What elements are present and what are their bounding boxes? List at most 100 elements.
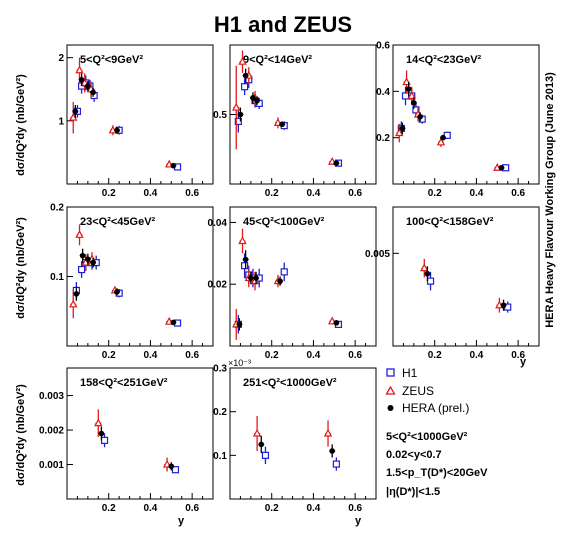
y-tick-label: 0.1 bbox=[213, 451, 227, 462]
y-tick-label: 0.02 bbox=[208, 280, 228, 291]
hera-point bbox=[333, 160, 340, 166]
y-tick-label: 0.002 bbox=[39, 426, 64, 437]
x-tick-label: 0.2 bbox=[428, 188, 442, 199]
x-tick-label: 0.4 bbox=[306, 188, 320, 199]
hera-point bbox=[90, 87, 97, 97]
hera-point bbox=[424, 266, 431, 282]
x-tick-label: 0.4 bbox=[469, 188, 483, 199]
hera-point bbox=[440, 134, 447, 141]
hera-point bbox=[84, 81, 91, 92]
hera-point bbox=[417, 112, 424, 122]
hera-point bbox=[84, 253, 91, 265]
panel-title: 45<Q²<100GeV² bbox=[243, 216, 325, 228]
x-axis-label-row2: y bbox=[520, 356, 527, 368]
hera-point bbox=[170, 162, 177, 169]
hera-point bbox=[72, 105, 79, 118]
x-tick-label: 0.2 bbox=[265, 188, 279, 199]
x-tick-label: 0.6 bbox=[185, 350, 199, 361]
hera-point bbox=[249, 92, 256, 104]
panel-6: 0.2 0.4 0.6 0.005 100<Q²<158GeV² bbox=[365, 206, 540, 361]
hera-point bbox=[333, 320, 340, 326]
x-tick-label: 0.6 bbox=[348, 503, 362, 514]
hera-point bbox=[500, 299, 507, 311]
h1-point bbox=[261, 446, 270, 465]
y-axis-label-row2: dσ/dQ²dy (nb/GeV²) bbox=[15, 217, 27, 319]
panel-title: 23<Q²<45GeV² bbox=[80, 216, 156, 228]
hera-point bbox=[329, 444, 336, 458]
hera-point bbox=[237, 107, 244, 122]
legend-hera-label: HERA (prel.) bbox=[402, 401, 469, 415]
conditions-block: 5<Q²<1000GeV² 0.02<y<0.7 1.5<p_T(D*)<20G… bbox=[386, 431, 488, 498]
x-tick-label: 0.4 bbox=[143, 350, 157, 361]
panel-title: 5<Q²<9GeV² bbox=[80, 54, 143, 66]
h1-point bbox=[171, 466, 180, 474]
h1-point bbox=[241, 78, 249, 96]
y-tick-label: 0.2 bbox=[376, 133, 390, 144]
hera-point bbox=[98, 426, 105, 441]
panel-title: 158<Q²<251GeV² bbox=[80, 377, 168, 389]
hera-point bbox=[114, 127, 121, 134]
panel-7: 0.2 0.4 0.6 0.001 0.002 0.003 158<Q²<251GeV² bbox=[39, 367, 214, 514]
y-exponent-label: ×10⁻³ bbox=[228, 358, 251, 368]
x-tick-label: 0.6 bbox=[185, 503, 199, 514]
zeus-point bbox=[94, 409, 103, 437]
x-tick-label: 0.2 bbox=[102, 503, 116, 514]
y-tick-label: 0.1 bbox=[50, 272, 64, 283]
hera-point bbox=[498, 164, 505, 171]
panel-4: 0.2 0.4 0.6 0.1 0.2 23<Q²<45GeV² bbox=[50, 203, 214, 361]
y-tick-label: 0.5 bbox=[213, 110, 227, 121]
zeus-point bbox=[395, 123, 404, 143]
hera-point bbox=[78, 73, 85, 87]
x-tick-label: 0.2 bbox=[265, 350, 279, 361]
zeus-point bbox=[238, 228, 247, 254]
hera-point bbox=[277, 276, 284, 286]
x-tick-label: 0.6 bbox=[511, 188, 525, 199]
panel-8: 0.2 0.4 0.6 0.1 0.2 0.3×10⁻³ 251<Q²<1000GeV² bbox=[213, 358, 377, 514]
hera-point bbox=[73, 286, 80, 301]
panel-3: 0.2 0.4 0.6 0.2 0.4 0.6 14<Q²<23GeV² bbox=[376, 41, 540, 199]
x-tick-label: 0.4 bbox=[306, 350, 320, 361]
zeus-point bbox=[252, 416, 262, 451]
x-tick-label: 0.6 bbox=[348, 188, 362, 199]
hera-point bbox=[170, 319, 177, 326]
hera-point bbox=[168, 462, 175, 471]
x-axis-label-col2: y bbox=[355, 515, 362, 527]
panel-title: 100<Q²<158GeV² bbox=[406, 216, 494, 228]
condition-q2-range: 5<Q²<1000GeV² bbox=[386, 431, 468, 443]
x-tick-label: 0.2 bbox=[265, 503, 279, 514]
x-tick-label: 0.4 bbox=[469, 350, 483, 361]
panel-title: 14<Q²<23GeV² bbox=[406, 54, 482, 66]
hera-point bbox=[279, 121, 286, 128]
y-tick-label: 0.2 bbox=[50, 203, 64, 214]
x-tick-label: 0.6 bbox=[348, 350, 362, 361]
zeus-point bbox=[69, 290, 78, 319]
y-tick-label: 0.04 bbox=[208, 218, 228, 229]
panels: 0.2 0.4 0.6 1 2 5<Q²<9GeV² 0.2 0.4 0.6 0.5 9<Q²<14… bbox=[39, 41, 540, 514]
hera-point bbox=[79, 248, 86, 263]
x-tick-label: 0.2 bbox=[102, 188, 116, 199]
hera-point bbox=[253, 271, 260, 285]
x-tick-label: 0.2 bbox=[428, 350, 442, 361]
y-tick-label: 0.3 bbox=[213, 364, 227, 375]
hera-point bbox=[399, 122, 406, 135]
side-text: HERA Heavy Flavour Working Group (June 2… bbox=[544, 72, 556, 328]
hera-point bbox=[247, 271, 254, 285]
legend-hera-marker bbox=[387, 405, 394, 411]
y-tick-label: 0.4 bbox=[376, 87, 390, 98]
hera-point bbox=[242, 68, 249, 83]
h1-point bbox=[280, 262, 288, 282]
hera-point bbox=[114, 288, 121, 296]
legend-h1-label: H1 bbox=[402, 366, 418, 380]
legend-zeus-marker bbox=[385, 385, 396, 395]
h1-point bbox=[332, 457, 340, 471]
y-axis-label-row3: dσ/dQ²dy (nb/GeV²) bbox=[15, 384, 27, 486]
x-tick-label: 0.4 bbox=[306, 503, 320, 514]
figure-title: H1 and ZEUS bbox=[214, 12, 352, 37]
y-axis-label-row1: dσ/dQ²dy (nb/GeV²) bbox=[15, 74, 27, 176]
panel-2: 0.2 0.4 0.6 0.5 9<Q²<14GeV² bbox=[213, 44, 377, 199]
hera-point bbox=[258, 435, 265, 454]
x-axis-label-col1: y bbox=[178, 515, 185, 527]
x-tick-label: 0.2 bbox=[102, 350, 116, 361]
legend-h1-marker bbox=[386, 368, 395, 377]
